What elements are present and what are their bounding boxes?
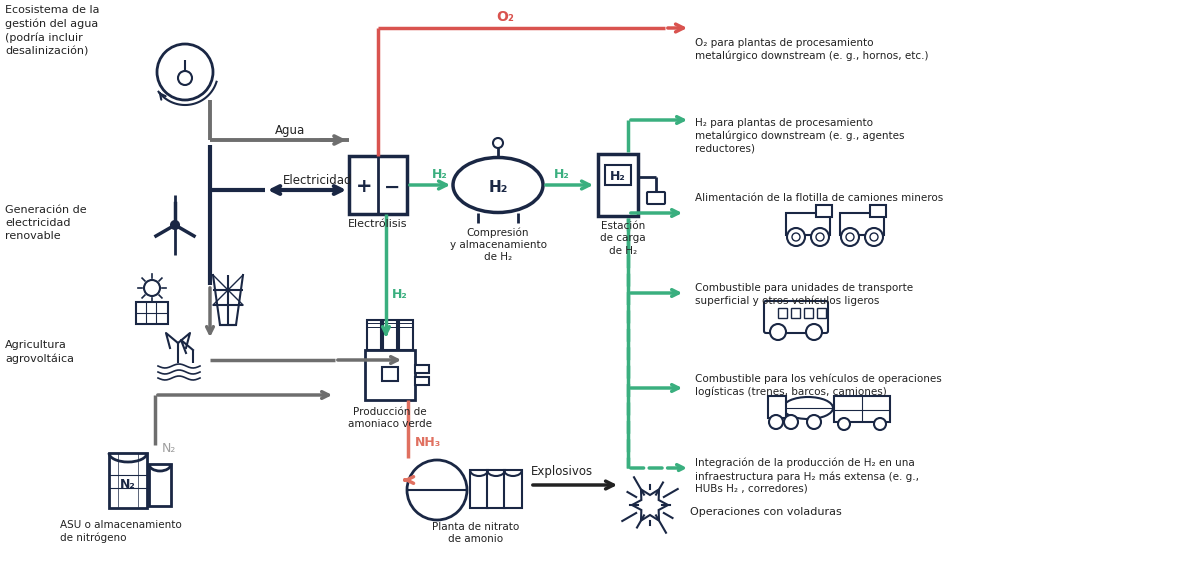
FancyBboxPatch shape [487,470,505,508]
Circle shape [865,228,883,246]
Text: Electrólisis: Electrólisis [348,219,408,229]
FancyBboxPatch shape [840,213,884,235]
Text: Combustible para unidades de transporte
superficial y otros vehículos ligeros: Combustible para unidades de transporte … [695,283,913,306]
FancyBboxPatch shape [647,192,665,204]
FancyBboxPatch shape [149,464,172,506]
Text: O₂ para plantas de procesamiento
metalúrgico downstream (e. g., hornos, etc.): O₂ para plantas de procesamiento metalúr… [695,38,929,61]
Text: Combustible para los vehículos de operaciones
logísticas (trenes, barcos, camion: Combustible para los vehículos de operac… [695,373,942,397]
Text: H₂: H₂ [554,168,570,181]
Text: H₂: H₂ [488,180,508,196]
Ellipse shape [784,397,833,419]
Text: Generación de
electricidad
renovable: Generación de electricidad renovable [5,205,86,241]
FancyBboxPatch shape [817,308,826,318]
Text: Estación
de carga
de H₂: Estación de carga de H₂ [600,221,646,256]
Text: Compresión
y almacenamiento
de H₂: Compresión y almacenamiento de H₂ [450,227,546,263]
Circle shape [841,228,859,246]
Polygon shape [632,489,668,520]
Text: Alimentación de la flotilla de camiones mineros: Alimentación de la flotilla de camiones … [695,193,943,203]
Circle shape [792,233,800,241]
FancyBboxPatch shape [764,301,828,333]
Circle shape [846,233,854,241]
Circle shape [870,233,878,241]
Text: H₂ para plantas de procesamiento
metalúrgico downstream (e. g., agentes
reductor: H₂ para plantas de procesamiento metalúr… [695,118,905,154]
Text: H₂: H₂ [610,171,626,183]
Ellipse shape [454,158,542,213]
FancyBboxPatch shape [383,320,397,350]
FancyBboxPatch shape [470,470,488,508]
Text: Ecosistema de la
gestión del agua
(podría incluir
desalinización): Ecosistema de la gestión del agua (podrí… [5,5,100,56]
Text: Agua: Agua [275,124,305,137]
Text: H₂: H₂ [392,288,408,302]
FancyBboxPatch shape [834,396,890,422]
Text: N₂: N₂ [162,441,176,455]
Text: O₂: O₂ [496,10,514,24]
Circle shape [816,233,824,241]
Text: H₂: H₂ [432,168,448,181]
Circle shape [407,460,467,520]
Text: −: − [384,178,400,196]
Text: Operaciones con voladuras: Operaciones con voladuras [690,507,841,517]
FancyBboxPatch shape [109,453,148,508]
FancyBboxPatch shape [382,367,398,381]
FancyBboxPatch shape [398,320,413,350]
Text: Agricultura
agrovoltáica: Agricultura agrovoltáica [5,340,74,364]
Circle shape [769,415,784,429]
Circle shape [808,415,821,429]
Circle shape [178,71,192,85]
Circle shape [770,324,786,340]
Circle shape [874,418,886,430]
Text: +: + [355,178,372,196]
Text: Electricidad: Electricidad [283,174,353,187]
FancyBboxPatch shape [870,205,886,217]
Text: Explosivos: Explosivos [530,465,593,478]
FancyBboxPatch shape [367,320,382,350]
Circle shape [493,138,503,148]
FancyBboxPatch shape [816,205,832,217]
Circle shape [157,44,214,100]
FancyBboxPatch shape [778,308,787,318]
FancyBboxPatch shape [786,213,830,235]
FancyBboxPatch shape [768,396,786,418]
FancyBboxPatch shape [415,377,430,385]
Text: N₂: N₂ [120,478,136,490]
FancyBboxPatch shape [504,470,522,508]
Circle shape [811,228,829,246]
Text: ASU o almacenamiento
de nitrógeno: ASU o almacenamiento de nitrógeno [60,520,181,543]
Text: NH₃: NH₃ [415,435,442,448]
Circle shape [172,221,179,229]
Circle shape [806,324,822,340]
FancyBboxPatch shape [791,308,800,318]
Text: Producción de
amoniaco verde: Producción de amoniaco verde [348,407,432,430]
Circle shape [784,415,798,429]
FancyBboxPatch shape [415,365,430,373]
FancyBboxPatch shape [605,165,631,185]
FancyBboxPatch shape [349,156,407,214]
Circle shape [787,228,805,246]
Circle shape [144,280,160,296]
FancyBboxPatch shape [598,154,638,216]
FancyBboxPatch shape [804,308,814,318]
Text: Integración de la producción de H₂ en una
infraestructura para H₂ más extensa (e: Integración de la producción de H₂ en un… [695,458,919,494]
Text: Planta de nitrato
de amonio: Planta de nitrato de amonio [432,522,520,544]
FancyBboxPatch shape [365,350,415,400]
FancyBboxPatch shape [136,302,168,324]
Circle shape [838,418,850,430]
